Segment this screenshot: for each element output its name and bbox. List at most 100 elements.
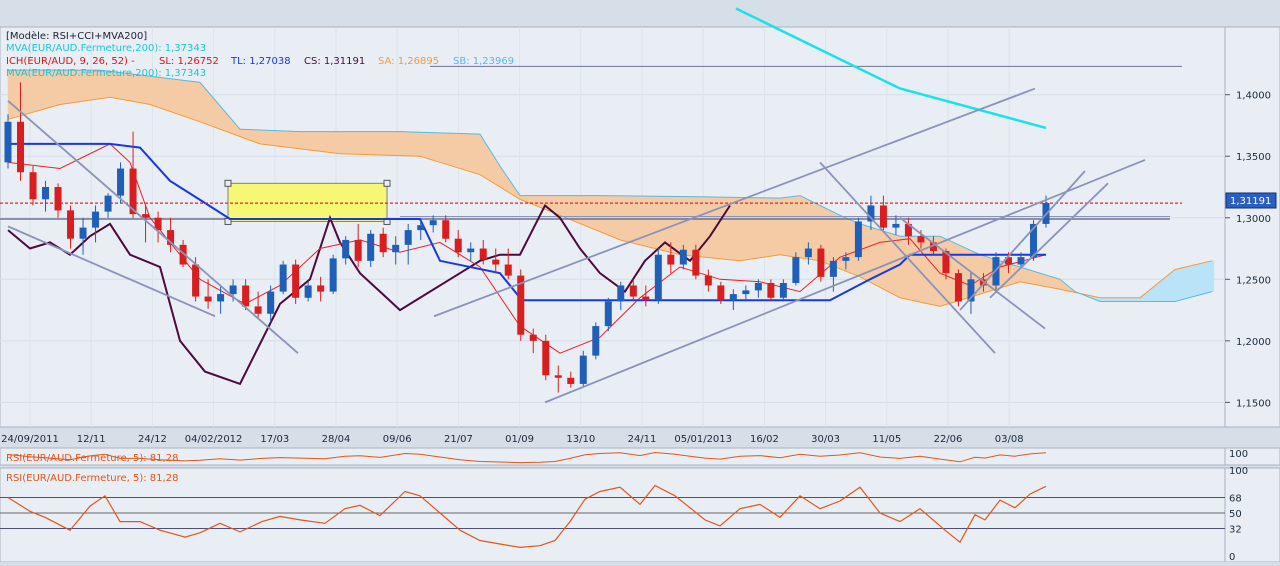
kumo-segment	[439, 132, 444, 164]
kumo-segment	[595, 195, 600, 232]
candle-body	[129, 168, 137, 215]
candle-body	[892, 223, 900, 228]
kumo-segment	[691, 196, 696, 257]
kumo-segment	[1189, 264, 1194, 298]
kumo-segment	[307, 131, 312, 151]
kumo-segment	[565, 195, 570, 220]
candle-body	[554, 375, 562, 378]
candle-body	[542, 340, 550, 376]
kumo-segment	[880, 230, 885, 290]
candle-body	[279, 264, 287, 292]
candle-body	[604, 301, 612, 327]
candle-body	[192, 264, 200, 297]
kumo-segment	[244, 129, 249, 140]
kumo-segment	[1126, 297, 1131, 302]
kumo-segment	[145, 75, 150, 105]
candle-body	[54, 187, 62, 211]
kumo-segment	[1135, 297, 1140, 302]
rsi-mini-legend: RSI(EUR/AUD.Fermeture, 5): 81,28	[6, 453, 178, 464]
candle-body	[1017, 257, 1025, 265]
kumo-segment	[259, 129, 264, 145]
kumo-segment	[181, 79, 186, 117]
kijun-line	[8, 142, 1046, 302]
candle-body	[592, 326, 600, 356]
x-tick-label: 28/04	[322, 434, 351, 445]
kumo-segment	[1048, 275, 1053, 288]
kumo-segment	[745, 197, 750, 261]
candle-body	[304, 285, 312, 298]
kumo-segment	[190, 80, 195, 121]
kumo-segment	[382, 131, 387, 156]
candle-body	[667, 254, 675, 265]
kumo-segment	[1039, 272, 1044, 287]
kumo-segment	[250, 129, 255, 143]
kumo-segment	[850, 219, 855, 275]
x-tick-label: 12/11	[77, 434, 106, 445]
kumo-segment	[262, 129, 267, 145]
kumo-segment	[412, 131, 417, 157]
senkou-span-a-line	[7, 96, 1213, 307]
kumo-segment	[1033, 270, 1038, 286]
candle-body	[242, 285, 250, 307]
kumo-segment	[304, 131, 309, 151]
kumo-segment	[343, 131, 348, 155]
kumo-segment	[1114, 297, 1119, 302]
candle-body	[29, 172, 37, 200]
kumo-segment	[646, 195, 651, 248]
kumo-segment	[298, 131, 303, 150]
rectangle-handle	[383, 179, 391, 187]
kumo-segment	[781, 197, 786, 256]
kumo-segment	[436, 132, 441, 163]
kumo-segment	[277, 130, 282, 147]
candle-body	[229, 285, 237, 295]
kumo-segment	[1177, 267, 1182, 301]
kumo-segment	[151, 76, 156, 107]
kumo-segment	[757, 197, 762, 259]
kumo-segment	[901, 235, 906, 300]
candle-body	[1029, 223, 1037, 258]
candle-body	[204, 296, 212, 302]
kumo-segment	[367, 131, 372, 155]
trend-line	[7, 100, 299, 354]
kumo-segment	[1186, 265, 1191, 299]
legend-model: [Modèle: RSI+CCI+MVA200]	[6, 30, 147, 42]
legend-sl: SL: 1,26752	[159, 56, 219, 67]
kumo-segment	[178, 79, 183, 116]
kumo-segment	[292, 131, 297, 149]
kumo-segment	[769, 197, 774, 257]
kumo-segment	[169, 78, 174, 113]
kumo-segment	[193, 81, 198, 122]
rsi-panel	[0, 467, 1226, 563]
kumo-segment	[286, 130, 291, 148]
kumo-segment	[1159, 278, 1164, 302]
kumo-segment	[904, 235, 909, 300]
candle-body	[79, 227, 87, 239]
candle-body	[479, 248, 487, 260]
kumo-segment	[487, 146, 492, 182]
kumo-segment	[763, 197, 768, 258]
legend-sb: SB: 1,23969	[453, 56, 514, 67]
kumo-segment	[481, 136, 486, 179]
kumo-segment	[1195, 263, 1200, 297]
kumo-segment	[1027, 269, 1032, 285]
candle-body	[154, 217, 162, 231]
trend-line	[433, 87, 1036, 318]
rsi-legend: RSI(EUR/AUD.Fermeture, 5): 81,28	[6, 473, 178, 484]
kumo-segment	[1204, 261, 1209, 294]
kumo-segment	[706, 196, 711, 259]
kumo-segment	[1117, 297, 1122, 302]
candle-body	[1004, 257, 1012, 265]
kumo-segment	[766, 197, 771, 257]
kumo-segment	[475, 133, 480, 175]
trend-line	[544, 159, 1146, 404]
kumo-segment	[349, 131, 354, 155]
kumo-segment	[580, 195, 585, 226]
kumo-segment	[199, 81, 204, 124]
trend-line	[819, 161, 996, 354]
candle-body	[617, 285, 625, 302]
kumo-segment	[379, 131, 384, 156]
kumo-segment	[877, 229, 882, 289]
candle-body	[42, 187, 50, 200]
kumo-segment	[256, 129, 261, 145]
x-tick-label: 09/06	[383, 434, 412, 445]
